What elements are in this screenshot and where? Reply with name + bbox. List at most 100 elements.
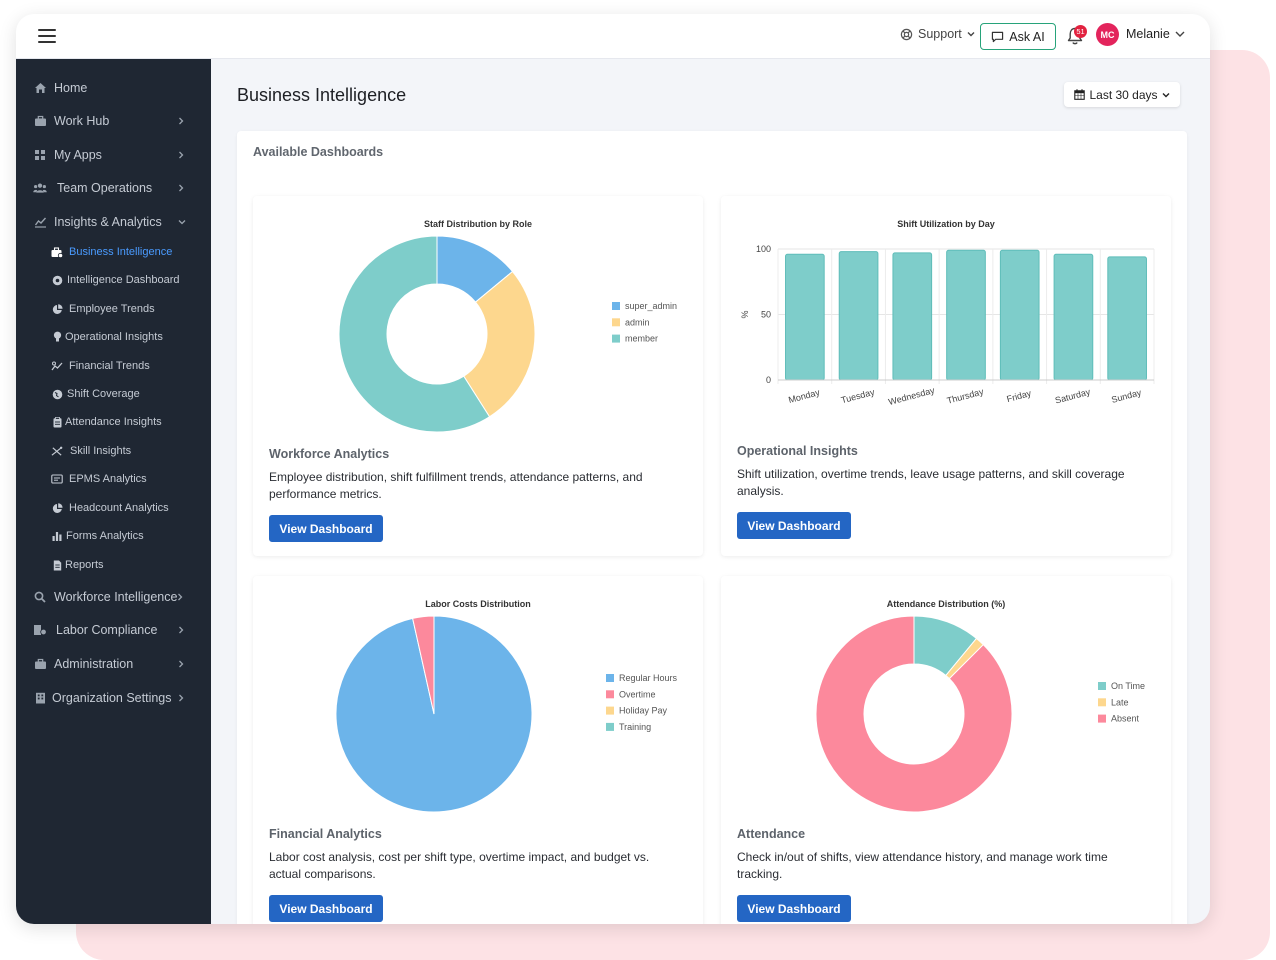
chat-icon (992, 31, 1004, 42)
sidebar-item-label: Insights & Analytics (54, 215, 162, 229)
lightbulb-icon (51, 331, 63, 343)
business-icon (51, 246, 63, 258)
sidebar-item-workforce-intelligence[interactable]: Workforce Intelligence (16, 582, 211, 612)
card-description: Labor cost analysis, cost per shift type… (269, 850, 650, 881)
sidebar-item-labor-compliance[interactable]: Labor Compliance (16, 615, 211, 645)
legend-swatch (612, 302, 620, 310)
sidebar-subitem-forms-analytics[interactable]: Forms Analytics (16, 524, 211, 548)
sidebar-item-insights-analytics[interactable]: Insights & Analytics (16, 207, 211, 237)
sidebar-item-label: Team Operations (57, 181, 153, 195)
y-axis-label: % (740, 310, 750, 318)
date-range-dropdown[interactable]: Last 30 days (1064, 82, 1180, 107)
pie-slice-admin[interactable] (463, 270, 536, 418)
shift-utilization-chart: Shift Utilization by Day 0 50 100% Monday Tue… (740, 219, 1155, 407)
bar-thursday[interactable] (946, 249, 986, 381)
bar-monday[interactable] (785, 253, 825, 381)
view-dashboard-button[interactable]: View Dashboard (269, 515, 383, 542)
home-icon (33, 81, 47, 95)
view-dashboard-button[interactable]: View Dashboard (737, 895, 851, 922)
chevron-down-icon (1162, 92, 1170, 97)
legend-swatch (612, 318, 620, 327)
sidebar-item-administration[interactable]: Administration (16, 649, 211, 679)
menu-icon[interactable] (38, 29, 56, 43)
page-title: Business Intelligence (237, 85, 407, 105)
staff-distribution-chart: Staff Distribution by Role super_adminadm… (338, 219, 677, 433)
dashboard-icon (51, 274, 63, 286)
ask-ai-label: Ask AI (1009, 29, 1045, 44)
sidebar-subitem-shift-coverage[interactable]: Shift Coverage (16, 382, 211, 406)
support-label: Support (918, 27, 962, 41)
sidebar-subitem-operational-insights[interactable]: Operational Insights (16, 325, 211, 349)
sidebar-subitem-headcount-analytics[interactable]: Headcount Analytics (16, 496, 211, 520)
sidebar-subitem-label: Operational Insights (65, 331, 163, 343)
x-tick-label: Friday (1006, 388, 1033, 404)
legend-label: Holiday Pay (619, 706, 668, 716)
pie-slice-absent[interactable] (815, 615, 1013, 813)
sidebar-subitem-label: Financial Trends (69, 360, 150, 372)
pie-slice-member[interactable] (338, 235, 491, 433)
sidebar-subitem-employee-trends[interactable]: Employee Trends (16, 297, 211, 321)
legend-swatch (606, 690, 614, 699)
legend-swatch (606, 722, 614, 731)
date-range-label: Last 30 days (1089, 87, 1158, 102)
chevron-right-icon (178, 593, 183, 601)
avatar[interactable]: MC (1096, 23, 1119, 46)
view-dashboard-button[interactable]: View Dashboard (269, 895, 383, 922)
sidebar-subitem-label: Shift Coverage (67, 388, 140, 400)
sidebar-subitem-reports[interactable]: Reports (16, 553, 211, 577)
bar-saturday[interactable] (1053, 253, 1094, 381)
sidebar-subitem-skill-insights[interactable]: Skill Insights (16, 439, 211, 463)
x-tick-label: Monday (787, 387, 821, 405)
building-icon (33, 691, 47, 705)
sidebar-item-home[interactable]: Home (16, 73, 211, 103)
x-tick-label: Wednesday (887, 385, 936, 407)
sidebar-subitem-attendance-insights[interactable]: Attendance Insights (16, 410, 211, 434)
sidebar-item-team-operations[interactable]: Team Operations (16, 173, 211, 203)
briefcase-icon (33, 657, 47, 671)
dashboard-card-workforce: Staff Distribution by Role super_admin adm… (253, 196, 703, 556)
sidebar-subitem-epms-analytics[interactable]: EPMS Analytics (16, 467, 211, 491)
bar-sunday[interactable] (1107, 256, 1147, 381)
attendance-distribution-chart: Attendance Distribution (%) On Time Late Ab… (815, 599, 1145, 813)
sidebar: Home Work Hub My Apps Team Operations In… (16, 59, 211, 924)
x-tick-label: Thursday (946, 386, 985, 405)
sidebar-item-label: Home (54, 81, 88, 95)
pie-slice-overtime[interactable] (412, 615, 435, 715)
chart-pie-icon (51, 502, 63, 514)
sidebar-item-organization-settings[interactable]: Organization Settings (16, 683, 211, 713)
sidebar-subitem-business-intelligence[interactable]: Business Intelligence (16, 240, 211, 264)
legend-label: Late (1111, 697, 1129, 707)
card-title: Financial Analytics (269, 827, 382, 841)
sidebar-subitem-label: Headcount Analytics (69, 502, 169, 514)
chevron-right-icon (179, 694, 184, 702)
chevron-right-icon (179, 117, 184, 125)
chart-title: Labor Costs Distribution (425, 599, 531, 609)
globe-icon (51, 388, 63, 400)
bar-tuesday[interactable] (838, 251, 879, 381)
support-menu[interactable]: Support (900, 27, 975, 41)
view-dashboard-button[interactable]: View Dashboard (737, 512, 851, 539)
user-name: Melanie (1126, 27, 1170, 41)
legend-label: On Time (1111, 681, 1145, 691)
sidebar-item-my-apps[interactable]: My Apps (16, 140, 211, 170)
search-icon (33, 590, 47, 604)
sidebar-item-label: Organization Settings (52, 691, 172, 705)
user-menu[interactable]: Melanie (1126, 27, 1185, 41)
bar-wednesday[interactable] (892, 252, 933, 381)
chevron-down-icon (178, 220, 186, 225)
sidebar-subitem-financial-trends[interactable]: Financial Trends (16, 354, 211, 378)
ask-ai-button[interactable]: Ask AI (980, 23, 1056, 50)
chart-title: Shift Utilization by Day (897, 219, 995, 229)
legend-swatch (606, 674, 614, 682)
y-tick-label: 100 (756, 244, 771, 254)
legend-label: super_admin (625, 301, 677, 311)
card-title: Attendance (737, 827, 806, 841)
dashboard-card-operational: Shift Utilization by Day 0 50 100% Monday Tue… (721, 196, 1171, 556)
sidebar-subitem-label: Business Intelligence (69, 246, 173, 258)
sidebar-subitem-label: Forms Analytics (66, 530, 144, 542)
bar-friday[interactable] (999, 249, 1040, 381)
sidebar-item-work-hub[interactable]: Work Hub (16, 106, 211, 136)
sidebar-subitem-label: Reports (65, 559, 104, 571)
sidebar-subitem-intelligence-dashboard[interactable]: Intelligence Dashboard (16, 268, 211, 292)
card-title: Workforce Analytics (269, 447, 390, 461)
